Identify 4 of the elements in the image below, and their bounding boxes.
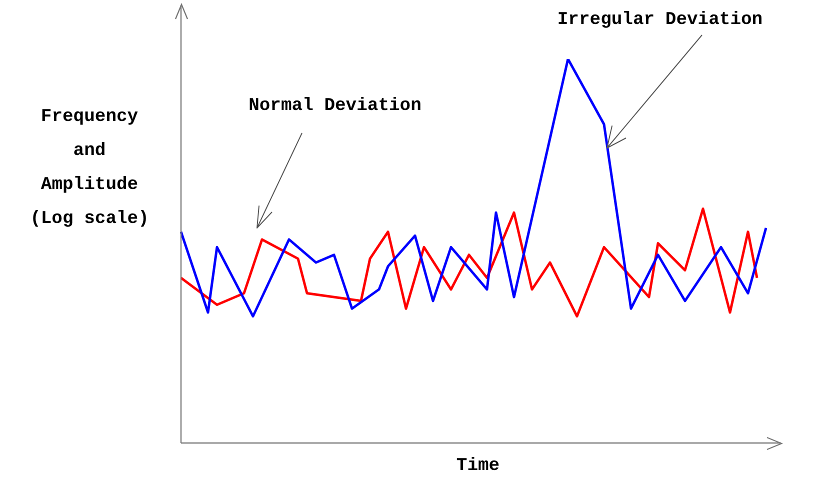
- y-axis-title: Frequency and Amplitude (Log scale): [29, 106, 150, 231]
- annotation: Normal Deviation: [248, 96, 422, 116]
- text: Irregular Deviation: [556, 10, 764, 30]
- x-axis-title: Time: [455, 456, 501, 476]
